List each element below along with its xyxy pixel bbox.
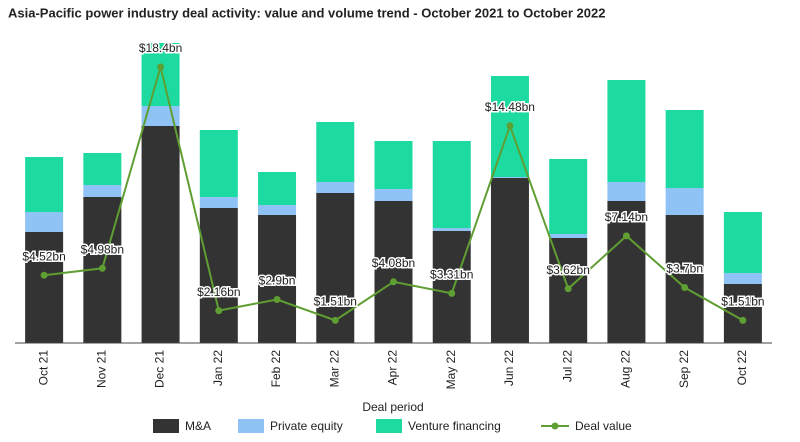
bar-segment [490, 177, 529, 178]
x-tick-label: Jul 22 [560, 350, 574, 382]
bar-segment [432, 231, 471, 343]
line-marker [739, 316, 747, 324]
x-tick-label: Dec 21 [153, 350, 167, 388]
x-axis-label: Deal period [362, 400, 423, 414]
x-tick-label: Jan 22 [211, 350, 225, 386]
line-marker [564, 285, 572, 293]
bar-segment [141, 126, 180, 343]
data-label: $18.4bn [139, 41, 182, 55]
bar-segment [199, 130, 238, 197]
line-marker [215, 307, 223, 315]
bar-segment [258, 205, 297, 215]
data-label: $1.51bn [721, 295, 764, 309]
x-tick-label: Sep 22 [677, 350, 691, 388]
bar-segment [258, 172, 297, 205]
bar-segment [607, 80, 646, 182]
bar-segment [83, 153, 122, 185]
bar-segment [141, 43, 180, 106]
line-marker [681, 284, 689, 291]
bar-segment [25, 157, 64, 212]
line-marker [273, 296, 281, 303]
bar-segment [316, 182, 355, 193]
data-label: $3.7bn [666, 262, 703, 276]
x-tick-label: Feb 22 [269, 350, 283, 388]
bar-segment [432, 141, 471, 228]
bar-segment [199, 208, 238, 343]
chart-title: Asia-Pacific power industry deal activit… [8, 5, 605, 20]
bar-segment [549, 234, 588, 238]
bar-segment [665, 188, 704, 215]
line-marker [390, 278, 397, 286]
legend-label: Private equity [270, 419, 343, 433]
legend-swatch [153, 419, 179, 433]
bar-segment [258, 215, 297, 343]
bar-segment [199, 197, 238, 208]
bar-segment [374, 201, 413, 343]
line-marker [157, 63, 165, 71]
bar-segment [316, 122, 355, 182]
data-label: $3.31bn [430, 268, 473, 282]
bar-segment [83, 185, 122, 197]
data-label: $2.9bn [259, 274, 296, 288]
data-label: $14.48bn [485, 100, 535, 114]
line-marker [506, 122, 514, 130]
x-tick-label: Oct 21 [36, 350, 50, 386]
x-tick-label: Mar 22 [327, 350, 341, 388]
legend-swatch [376, 419, 402, 433]
bar-segment [665, 215, 704, 343]
x-tick-label: Apr 22 [386, 350, 400, 386]
data-label: $7.14bn [605, 210, 648, 224]
bar-segment [432, 228, 471, 231]
bar-segment [665, 110, 704, 188]
bar-segment [25, 232, 64, 343]
data-label: $3.62bn [546, 263, 589, 277]
bar-segment [549, 159, 588, 234]
bar-segment [374, 141, 413, 189]
bar-segment [723, 212, 762, 273]
bar-segment [607, 201, 646, 343]
x-tick-label: May 22 [444, 350, 458, 390]
data-label: $1.51bn [314, 295, 357, 309]
line-marker [448, 289, 456, 297]
line-marker [622, 232, 630, 240]
legend-label: M&A [185, 419, 211, 433]
x-tick-label: Jun 22 [502, 350, 516, 386]
bar-segment [25, 212, 64, 232]
data-label: $4.08bn [372, 256, 415, 270]
legend-marker [551, 422, 559, 430]
x-tick-label: Nov 21 [95, 350, 109, 388]
x-tick-label: Oct 22 [735, 350, 749, 386]
data-label: $4.98bn [81, 242, 124, 256]
legend-label: Venture financing [408, 419, 501, 433]
data-label: $2.16bn [197, 285, 240, 299]
bar-segment [374, 189, 413, 201]
bar-segment [723, 273, 762, 284]
legend-label: Deal value [575, 419, 632, 433]
legend-swatch [238, 419, 264, 433]
line-marker [331, 316, 339, 324]
bar-segment [490, 178, 529, 343]
line-marker [98, 264, 106, 272]
bar-segment [607, 182, 646, 201]
line-marker [40, 271, 48, 279]
x-tick-label: Aug 22 [619, 350, 633, 388]
data-label: $4.52bn [22, 249, 65, 263]
